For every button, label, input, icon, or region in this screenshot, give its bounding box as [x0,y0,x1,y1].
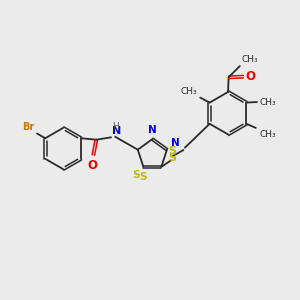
Text: CH₃: CH₃ [242,55,258,64]
Text: S: S [169,153,176,163]
Text: N: N [148,125,157,135]
Text: N: N [171,138,179,148]
Text: S: S [132,170,140,180]
Text: N: N [112,126,122,136]
Text: H: H [112,122,119,131]
Text: Br: Br [22,122,34,132]
Text: S: S [139,172,146,182]
Text: O: O [246,70,256,83]
Text: CH₃: CH₃ [181,87,197,96]
Text: S: S [169,146,176,156]
Text: O: O [88,159,98,172]
Text: CH₃: CH₃ [260,98,277,106]
Text: CH₃: CH₃ [259,130,276,139]
